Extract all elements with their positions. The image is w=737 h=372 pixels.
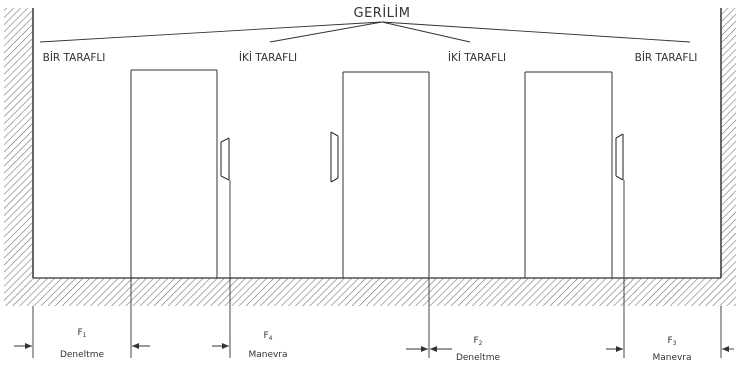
dimension-2: F4 Manevra: [248, 331, 287, 360]
side-label-2: İKİ TARAFLI: [239, 51, 297, 64]
dimension-4-name: Manevra: [652, 353, 691, 363]
dimension-2-name: Manevra: [248, 350, 287, 360]
dimension-3-name: Deneltme: [456, 353, 501, 363]
dimension-1-name: Deneltme: [60, 350, 105, 360]
dimension-4: F3 Manevra: [652, 336, 691, 363]
dimension-1: F1 Deneltme: [60, 328, 105, 360]
extension-lines: [32, 180, 722, 358]
dimension-4-symbol: F3: [667, 336, 676, 347]
side-label-4: BİR TARAFLI: [635, 51, 698, 64]
panel-1: [130, 69, 218, 278]
floor-hatch: [4, 278, 736, 306]
dimension-3: F2 Deneltme: [456, 336, 501, 363]
diagram-title: GERİLİM: [354, 5, 411, 21]
side-label-1: BİR TARAFLI: [43, 51, 106, 64]
right-wall-hatch: [722, 8, 736, 306]
dimension-1-symbol: F1: [77, 328, 86, 339]
dimension-3-symbol: F2: [473, 336, 482, 347]
handle-3: [615, 133, 624, 181]
title-leader-lines: [39, 21, 691, 43]
dimension-2-symbol: F4: [263, 331, 272, 342]
panel-2: [342, 71, 430, 278]
dimension-arrows: [14, 343, 734, 352]
left-wall-hatch: [4, 8, 32, 306]
handle-2: [330, 131, 339, 183]
panel-3: [524, 71, 613, 278]
handle-1: [220, 137, 230, 181]
side-label-3: İKİ TARAFLI: [448, 51, 506, 64]
